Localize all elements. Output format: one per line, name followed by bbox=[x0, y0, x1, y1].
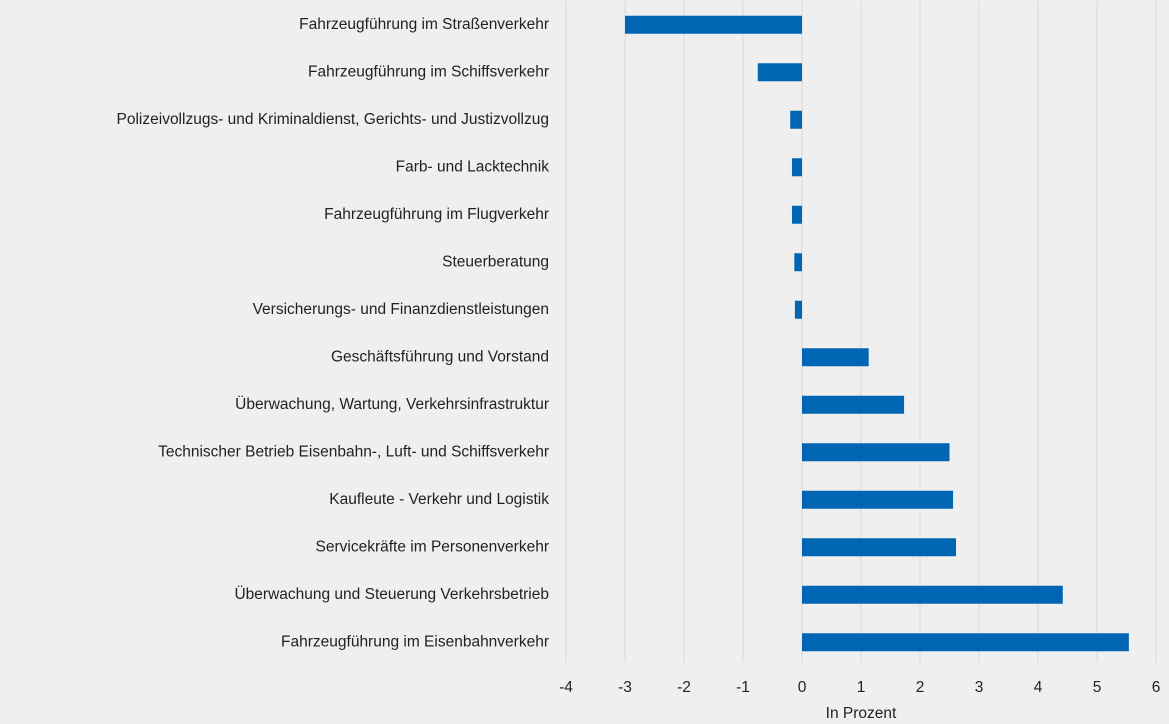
bar bbox=[802, 348, 869, 367]
plot: -4 -3 -2 -1 0 1 2 3 4 5 6 Fahrzeugführung im Straße… bbox=[117, 1, 1161, 696]
y-tick-label: Überwachung, Wartung, Verkehrsinfrastruk… bbox=[235, 395, 549, 413]
y-tick-label: Farb- und Lacktechnik bbox=[396, 158, 550, 175]
x-axis-label: In Prozent bbox=[826, 705, 897, 722]
x-tick-label: 2 bbox=[916, 679, 925, 696]
y-tick-label: Technischer Betrieb Eisenbahn-, Luft- un… bbox=[158, 443, 549, 460]
x-tick-label: 1 bbox=[857, 679, 866, 696]
y-tick-label: Fahrzeugführung im Eisenbahnverkehr bbox=[281, 633, 549, 650]
x-tick-label: -3 bbox=[618, 679, 632, 696]
bar bbox=[802, 490, 954, 509]
x-tick-label: 5 bbox=[1093, 679, 1102, 696]
y-tick-label: Fahrzeugführung im Schiffsverkehr bbox=[308, 63, 549, 80]
bar bbox=[625, 15, 802, 34]
bar bbox=[802, 538, 956, 557]
bar bbox=[802, 585, 1063, 604]
y-tick-label: Servicekräfte im Personenverkehr bbox=[316, 538, 549, 555]
bar bbox=[791, 158, 802, 177]
x-tick-label: 6 bbox=[1152, 679, 1161, 696]
y-tick-label: Kaufleute - Verkehr und Logistik bbox=[329, 491, 549, 508]
x-tick-label: 0 bbox=[798, 679, 807, 696]
x-tick-label: -1 bbox=[736, 679, 750, 696]
x-tick-label: 3 bbox=[975, 679, 984, 696]
y-tick-label: Überwachung und Steuerung Verkehrsbetrie… bbox=[234, 585, 549, 603]
bar bbox=[757, 63, 802, 82]
y-tick-label: Steuerberatung bbox=[442, 253, 549, 270]
y-tick-label: Polizeivollzugs- und Kriminaldienst, Ger… bbox=[117, 111, 549, 128]
x-tick-label: 4 bbox=[1034, 679, 1043, 696]
bar bbox=[790, 110, 802, 129]
x-tick-label: -4 bbox=[559, 679, 573, 696]
bar bbox=[791, 205, 802, 224]
bar bbox=[802, 633, 1129, 652]
bar bbox=[802, 395, 905, 414]
x-tick-label: -2 bbox=[677, 679, 691, 696]
bar bbox=[802, 443, 950, 462]
y-tick-label: Fahrzeugführung im Flugverkehr bbox=[324, 206, 549, 223]
y-tick-label: Versicherungs- und Finanzdienstleistunge… bbox=[253, 301, 549, 318]
y-tick-label: Geschäftsführung und Vorstand bbox=[331, 348, 549, 365]
bar bbox=[794, 300, 802, 319]
bar bbox=[794, 253, 802, 272]
y-tick-label: Fahrzeugführung im Straßenverkehr bbox=[299, 16, 549, 33]
